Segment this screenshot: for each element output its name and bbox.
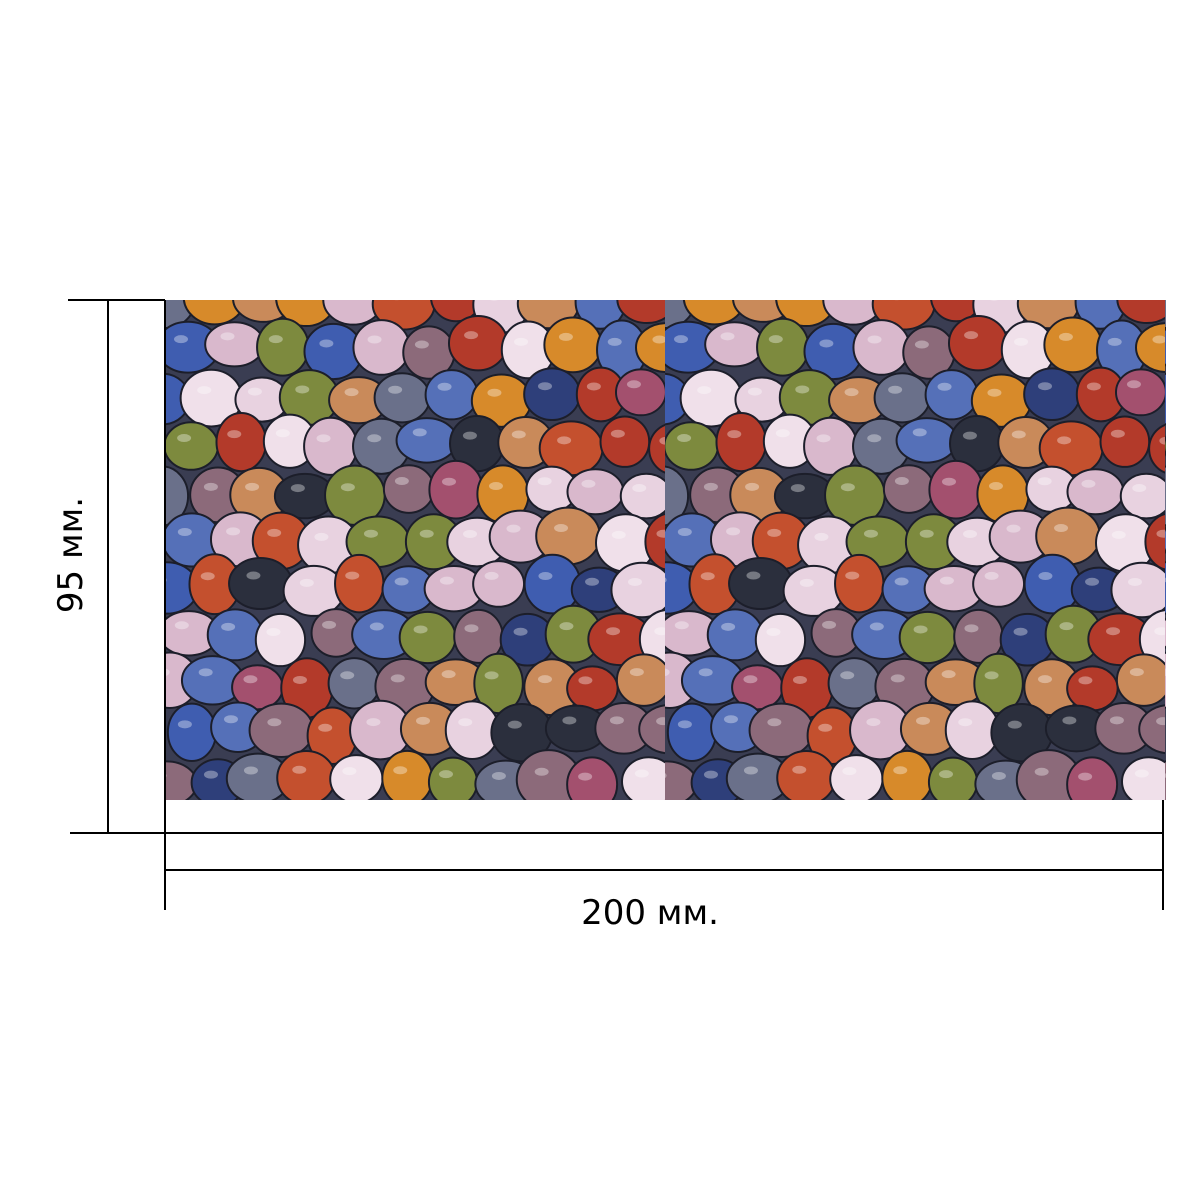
pebble-image <box>165 300 1166 800</box>
height-label: 95 мм. <box>51 497 91 613</box>
dimension-lines <box>68 299 1164 910</box>
width-label: 200 мм. <box>581 893 719 933</box>
